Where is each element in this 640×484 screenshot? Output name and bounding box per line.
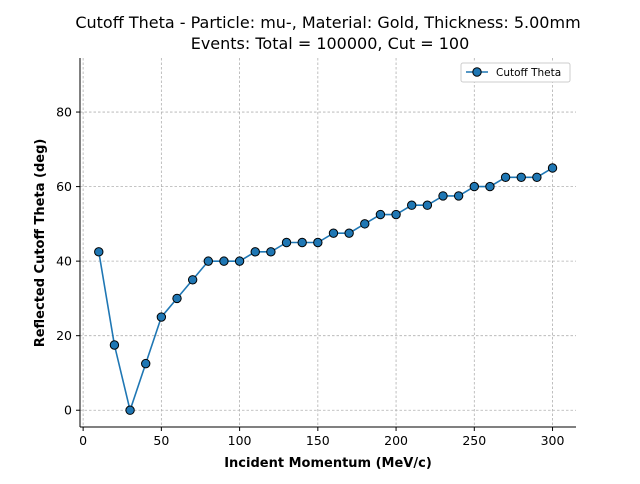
x-tick-label: 150 <box>306 433 330 448</box>
x-tick-label: 0 <box>79 433 87 448</box>
chart-title: Cutoff Theta - Particle: mu-, Material: … <box>75 13 580 32</box>
data-point <box>125 405 135 415</box>
data-point <box>234 256 245 266</box>
data-point <box>344 228 354 238</box>
data-point <box>281 237 292 248</box>
x-tick-label: 250 <box>462 433 486 448</box>
data-point <box>297 237 307 248</box>
grid <box>80 58 576 427</box>
data-point <box>422 200 433 210</box>
legend-box <box>460 62 571 83</box>
legend: Cutoff Theta <box>460 62 571 83</box>
data-point <box>360 219 370 229</box>
x-axis-label: Incident Momentum (MeV/c) <box>224 456 432 471</box>
data-point <box>547 163 558 173</box>
chart-subtitle: Events: Total = 100000, Cut = 100 <box>191 34 470 53</box>
x-axis-ticks: 0 50 100 150 200 250 300 <box>79 427 565 448</box>
data-point <box>203 256 214 266</box>
y-tick-label: 40 <box>56 254 72 269</box>
legend-label: Cutoff Theta <box>496 67 561 79</box>
x-tick-label: 50 <box>153 433 169 448</box>
data-point <box>391 209 401 220</box>
data-point <box>141 358 151 369</box>
data-point <box>469 181 479 192</box>
data-point <box>172 293 182 304</box>
y-axis-ticks: 0 20 40 60 80 <box>56 105 80 418</box>
data-point <box>532 172 542 182</box>
data-point <box>438 191 448 201</box>
data-point <box>516 172 526 182</box>
legend-marker <box>472 67 482 77</box>
data-point <box>266 247 276 257</box>
data-point <box>485 181 495 192</box>
x-tick-label: 300 <box>541 433 565 448</box>
data-point <box>500 172 511 182</box>
data-point <box>219 256 229 266</box>
data-point <box>187 275 198 285</box>
data-point <box>109 340 120 350</box>
data-point <box>407 200 417 210</box>
y-axis-label: Reflected Cutoff Theta (deg) <box>33 139 48 348</box>
x-tick-label: 100 <box>228 433 252 448</box>
y-tick-label: 60 <box>56 179 72 194</box>
x-tick-label: 200 <box>384 433 408 448</box>
series-line <box>97 167 553 412</box>
series-layer <box>94 163 558 415</box>
data-point <box>453 191 464 201</box>
data-point <box>328 228 339 238</box>
data-point <box>94 247 104 257</box>
y-tick-label: 80 <box>56 105 72 120</box>
data-point <box>156 312 167 322</box>
data-point <box>250 247 260 257</box>
data-point <box>313 237 323 248</box>
data-point <box>375 209 386 220</box>
y-tick-label: 20 <box>56 328 72 343</box>
y-tick-label: 0 <box>64 403 72 418</box>
